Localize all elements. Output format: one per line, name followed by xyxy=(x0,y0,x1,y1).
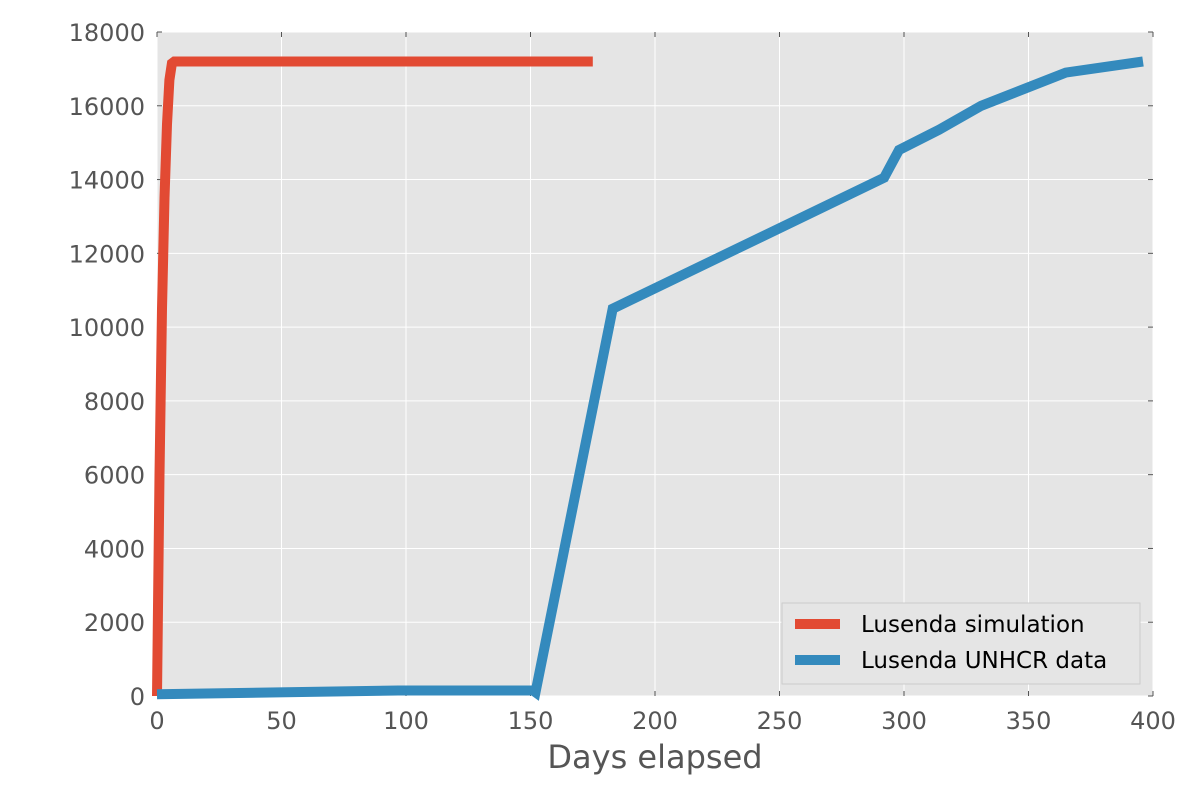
x-tick-label: 150 xyxy=(508,707,554,735)
legend: Lusenda simulation Lusenda UNHCR data xyxy=(781,602,1141,685)
x-tick-label: 50 xyxy=(266,707,297,735)
x-tick-label: 350 xyxy=(1006,707,1052,735)
y-tick-label: 4000 xyxy=(84,535,145,563)
x-tick-label: 200 xyxy=(632,707,678,735)
x-tick-labels: 0 50 100 150 200 250 300 350 400 xyxy=(149,707,1176,735)
x-axis-label: Days elapsed xyxy=(547,738,762,776)
x-tick-label: 0 xyxy=(149,707,164,735)
series-lines xyxy=(152,56,1144,701)
x-tick-label: 400 xyxy=(1130,707,1176,735)
y-tick-label: 2000 xyxy=(84,609,145,637)
y-tick-label: 18000 xyxy=(69,19,145,47)
x-tick-label: 250 xyxy=(757,707,803,735)
series-line-simulation xyxy=(152,56,593,697)
x-tick-label: 100 xyxy=(383,707,429,735)
y-tick-label: 6000 xyxy=(84,462,145,490)
legend-label-simulation: Lusenda simulation xyxy=(861,612,1085,638)
y-tick-label: 14000 xyxy=(69,167,145,195)
y-tick-label: 10000 xyxy=(69,314,145,342)
y-tick-label: 8000 xyxy=(84,388,145,416)
y-tick-label: 12000 xyxy=(69,240,145,268)
series-line-unhcr-data xyxy=(156,56,1144,701)
x-tick-label: 300 xyxy=(881,707,927,735)
legend-label-unhcr-data: Lusenda UNHCR data xyxy=(861,648,1107,674)
legend-box xyxy=(781,602,1141,685)
y-tick-label: 16000 xyxy=(69,93,145,121)
y-tick-label: 0 xyxy=(130,683,145,711)
y-tick-labels: 0 2000 4000 6000 8000 10000 12000 14000 16000 180… xyxy=(69,19,145,711)
